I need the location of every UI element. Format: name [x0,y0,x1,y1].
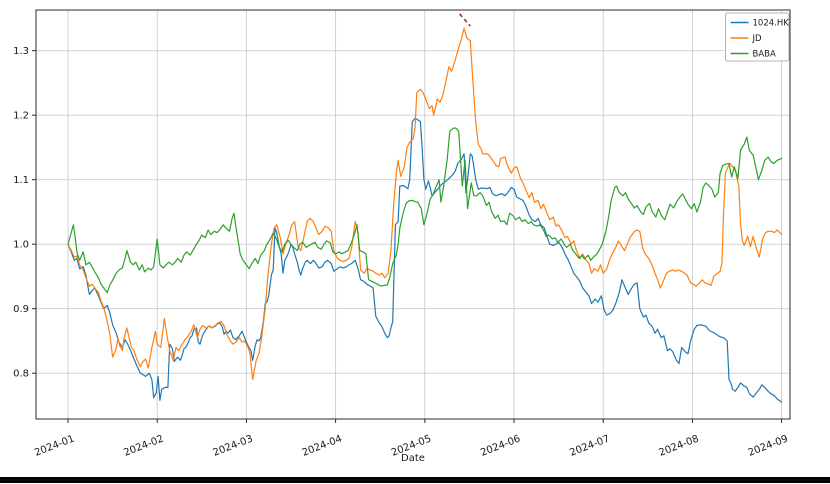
bottom-bar [0,477,830,483]
plot-background [36,10,790,419]
legend-label: JD [752,34,763,44]
y-axis-tick-label: 0.8 [13,369,29,380]
series-line-1024-hk [67,117,783,403]
series-line-jd [67,27,783,381]
legend-frame [725,12,790,62]
plot-border [35,9,791,420]
legend-entry: 1024.HK [730,19,790,29]
y-axis-tick-label: 1.1 [13,175,29,186]
legend-label: 1024.HK [753,19,790,29]
y-axis-tick-label: 0.9 [13,304,29,315]
legend-box: 1024.HK JD BABA [725,12,790,62]
peak-annotation-mark [459,13,471,27]
legend-entry: BABA [730,50,776,60]
y-axis-tick-label: 1.3 [13,46,29,57]
legend-label: BABA [753,50,776,60]
y-axis-tick-label: 1.0 [13,240,29,251]
y-axis-tick-label: 1.2 [13,111,29,122]
x-axis-title: Date [401,453,425,464]
series-line-baba [67,127,783,294]
legend-entry: JD [730,34,763,44]
